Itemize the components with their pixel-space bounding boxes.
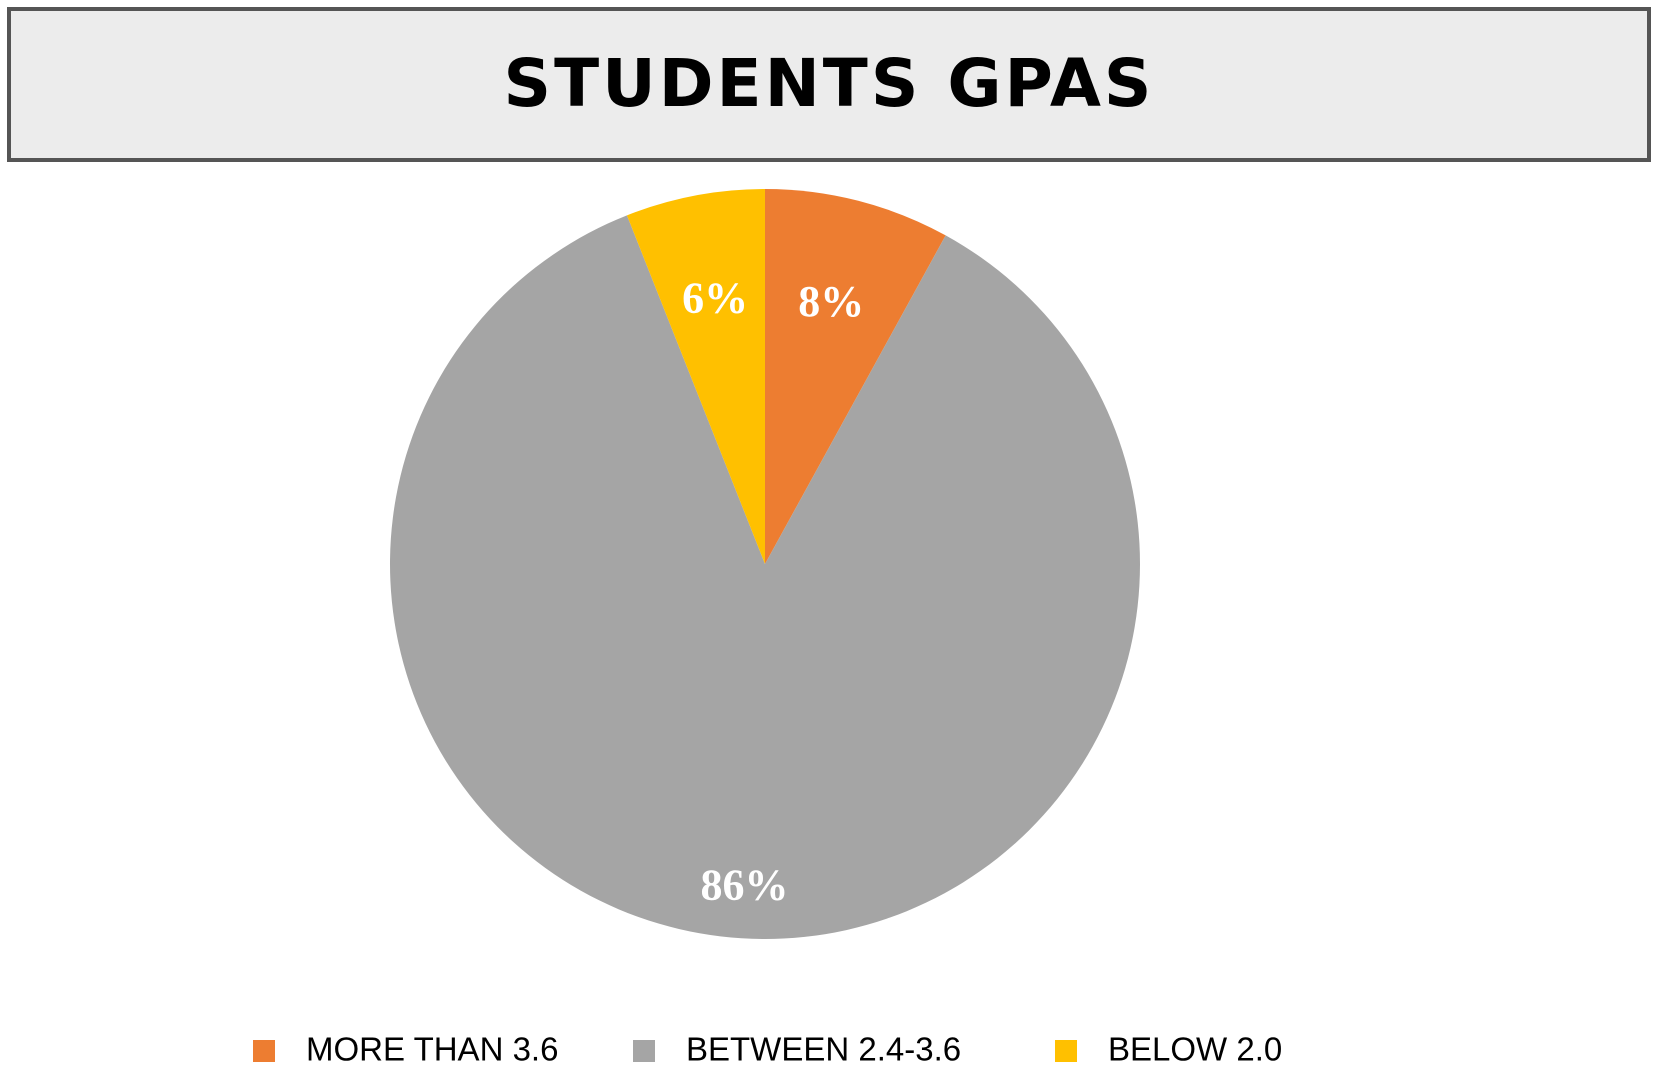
- pie-slice: [390, 215, 1140, 939]
- pie-slice: [626, 189, 765, 564]
- legend-label: BETWEEN 2.4-3.6: [686, 1031, 961, 1068]
- legend-label: MORE THAN 3.6: [306, 1031, 558, 1068]
- legend-label: BELOW 2.0: [1108, 1031, 1282, 1068]
- data-label: 8%: [798, 277, 864, 326]
- data-label: 6%: [682, 274, 748, 323]
- legend-swatch: [1055, 1040, 1077, 1062]
- legend-swatch: [633, 1040, 655, 1062]
- legend-swatch: [253, 1040, 275, 1062]
- title-box: [7, 7, 1651, 162]
- pie-slice: [765, 189, 946, 564]
- chart-title: STUDENTS GPAS: [504, 45, 1155, 122]
- data-label: 86%: [701, 861, 789, 910]
